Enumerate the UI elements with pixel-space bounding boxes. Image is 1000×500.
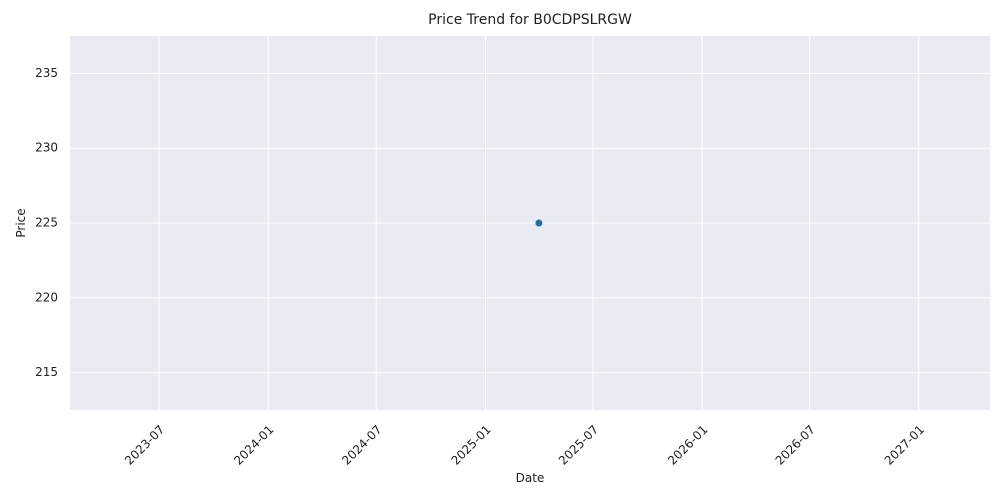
- y-tick-label: 220: [35, 290, 58, 304]
- x-tick-label: 2024-07: [339, 422, 384, 467]
- y-tick-labels: 215 220 225 230 235: [35, 66, 58, 379]
- y-tick-label: 215: [35, 365, 58, 379]
- x-tick-label: 2024-01: [231, 422, 276, 467]
- x-tick-label: 2023-07: [122, 422, 167, 467]
- data-points: [535, 219, 543, 227]
- y-tick-label: 235: [35, 66, 58, 80]
- chart-title: Price Trend for B0CDPSLRGW: [428, 12, 632, 28]
- x-tick-label: 2025-01: [448, 422, 493, 467]
- y-tick-label: 225: [35, 216, 58, 230]
- x-tick-labels: 2023-07 2024-01 2024-07 2025-01 2025-07 2026-…: [122, 422, 927, 467]
- x-tick-label: 2026-07: [773, 422, 818, 467]
- grid-lines: [70, 36, 990, 410]
- data-point: [535, 219, 543, 227]
- y-tick-label: 230: [35, 141, 58, 155]
- x-tick-label: 2027-01: [882, 422, 927, 467]
- x-tick-label: 2026-01: [665, 422, 710, 467]
- y-axis-label: Price: [14, 208, 28, 237]
- x-tick-label: 2025-07: [556, 422, 601, 467]
- x-axis-label: Date: [516, 471, 545, 485]
